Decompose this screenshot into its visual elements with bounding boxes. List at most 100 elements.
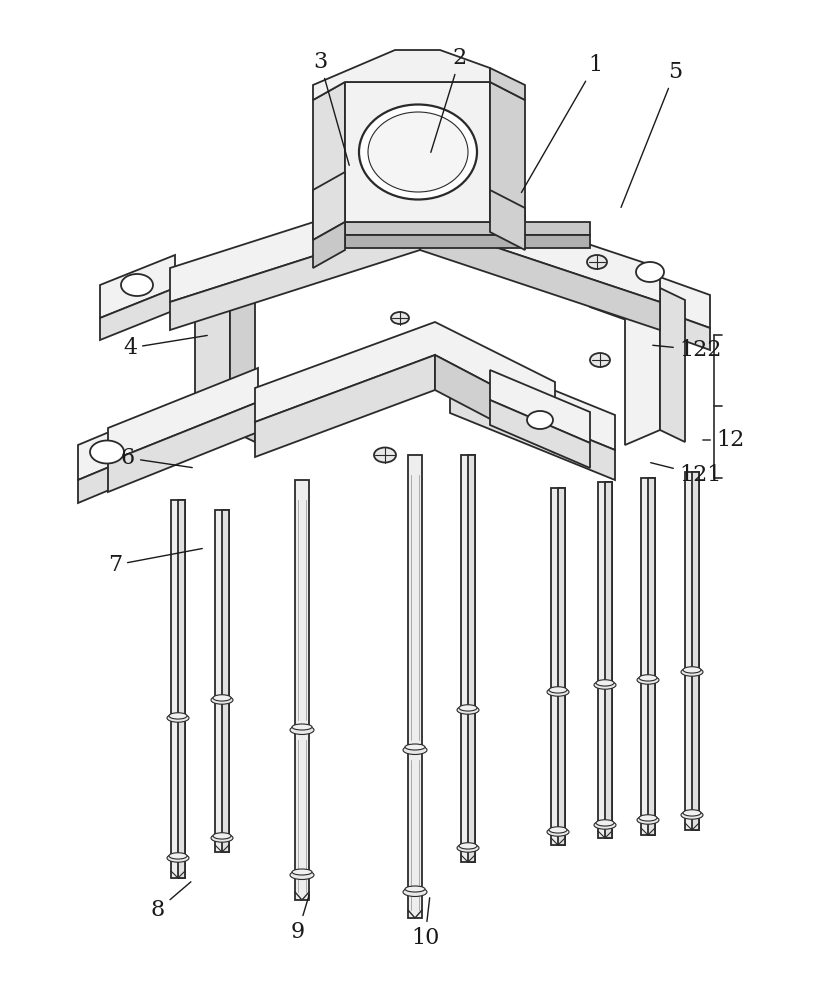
Ellipse shape xyxy=(290,726,314,734)
Polygon shape xyxy=(78,455,138,503)
Ellipse shape xyxy=(547,828,569,836)
Ellipse shape xyxy=(167,714,189,722)
Ellipse shape xyxy=(213,695,231,701)
Ellipse shape xyxy=(292,724,312,730)
Polygon shape xyxy=(170,188,660,302)
Ellipse shape xyxy=(683,810,701,816)
Polygon shape xyxy=(660,288,685,442)
Polygon shape xyxy=(450,383,615,480)
Ellipse shape xyxy=(457,844,479,852)
Polygon shape xyxy=(255,355,435,457)
Ellipse shape xyxy=(169,713,187,719)
Polygon shape xyxy=(490,400,590,468)
Polygon shape xyxy=(468,455,475,862)
Ellipse shape xyxy=(405,744,425,750)
Polygon shape xyxy=(171,500,185,878)
Polygon shape xyxy=(215,510,229,852)
Ellipse shape xyxy=(459,843,477,849)
Polygon shape xyxy=(590,285,710,350)
Text: 6: 6 xyxy=(121,447,192,469)
Polygon shape xyxy=(435,355,555,453)
Polygon shape xyxy=(558,488,565,845)
Polygon shape xyxy=(108,402,258,492)
Polygon shape xyxy=(590,252,710,328)
Ellipse shape xyxy=(290,870,314,880)
Ellipse shape xyxy=(637,816,659,824)
Ellipse shape xyxy=(368,112,468,192)
Polygon shape xyxy=(100,255,175,318)
Ellipse shape xyxy=(683,667,701,673)
Text: 4: 4 xyxy=(123,335,207,359)
Polygon shape xyxy=(490,68,525,100)
Text: 3: 3 xyxy=(313,51,349,165)
Ellipse shape xyxy=(547,688,569,696)
Polygon shape xyxy=(313,172,345,240)
Ellipse shape xyxy=(639,675,657,681)
Ellipse shape xyxy=(459,705,477,711)
Ellipse shape xyxy=(403,888,427,896)
Text: 122: 122 xyxy=(653,339,721,361)
Polygon shape xyxy=(461,455,475,862)
Text: 121: 121 xyxy=(650,463,721,486)
Ellipse shape xyxy=(590,353,610,367)
Ellipse shape xyxy=(594,821,616,829)
Polygon shape xyxy=(195,288,230,445)
Ellipse shape xyxy=(549,827,567,833)
Ellipse shape xyxy=(549,687,567,693)
Polygon shape xyxy=(345,235,590,248)
Polygon shape xyxy=(692,472,699,830)
Polygon shape xyxy=(170,222,420,330)
Ellipse shape xyxy=(167,854,189,862)
Ellipse shape xyxy=(211,834,233,842)
Polygon shape xyxy=(230,288,255,442)
Ellipse shape xyxy=(292,869,312,875)
Text: 9: 9 xyxy=(291,895,309,943)
Ellipse shape xyxy=(636,262,664,282)
Text: 7: 7 xyxy=(108,549,202,576)
Ellipse shape xyxy=(211,696,233,704)
Polygon shape xyxy=(222,510,229,852)
Polygon shape xyxy=(345,222,590,235)
Ellipse shape xyxy=(587,255,607,269)
Polygon shape xyxy=(641,478,655,835)
Ellipse shape xyxy=(681,811,703,819)
Polygon shape xyxy=(295,480,309,900)
Polygon shape xyxy=(490,190,525,250)
Polygon shape xyxy=(313,50,490,100)
Ellipse shape xyxy=(639,815,657,821)
Ellipse shape xyxy=(213,833,231,839)
Polygon shape xyxy=(490,370,590,443)
Ellipse shape xyxy=(391,312,409,324)
Text: 10: 10 xyxy=(411,898,439,949)
Polygon shape xyxy=(313,222,345,268)
Text: 12: 12 xyxy=(703,429,744,451)
Polygon shape xyxy=(648,478,655,835)
Polygon shape xyxy=(100,288,175,340)
Ellipse shape xyxy=(681,668,703,676)
Polygon shape xyxy=(78,420,138,480)
Ellipse shape xyxy=(374,448,396,462)
Polygon shape xyxy=(551,488,565,845)
Polygon shape xyxy=(108,368,258,462)
Polygon shape xyxy=(625,288,660,445)
Polygon shape xyxy=(178,500,185,878)
Ellipse shape xyxy=(359,104,477,200)
Polygon shape xyxy=(605,482,612,838)
Polygon shape xyxy=(408,455,422,918)
Ellipse shape xyxy=(403,746,427,754)
Polygon shape xyxy=(420,222,660,330)
Ellipse shape xyxy=(121,274,153,296)
Polygon shape xyxy=(345,82,490,222)
Ellipse shape xyxy=(405,886,425,892)
Text: 5: 5 xyxy=(621,61,682,207)
Text: 2: 2 xyxy=(431,47,467,152)
Polygon shape xyxy=(255,322,555,422)
Ellipse shape xyxy=(637,676,659,684)
Ellipse shape xyxy=(527,411,553,429)
Polygon shape xyxy=(490,82,525,222)
Ellipse shape xyxy=(169,853,187,859)
Polygon shape xyxy=(598,482,612,838)
Polygon shape xyxy=(685,472,699,830)
Ellipse shape xyxy=(596,820,614,826)
Ellipse shape xyxy=(596,680,614,686)
